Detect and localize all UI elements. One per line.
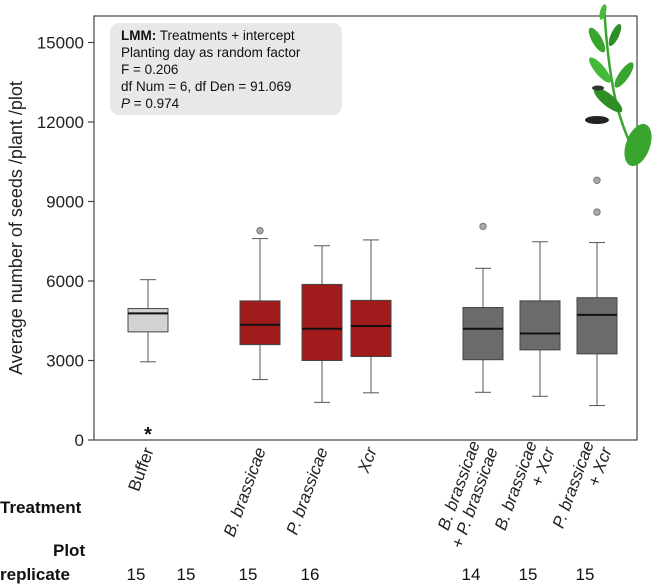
plant-illustration <box>585 4 652 167</box>
replicate-count: 15 <box>239 565 258 584</box>
x-category-label-line: P. brassicae <box>283 445 332 537</box>
x-category-label: B. brassicae <box>220 445 270 539</box>
box-7 <box>519 241 561 397</box>
y-axis-label: Average number of seeds /plant /plot <box>6 81 26 375</box>
x-category-label-line: Buffer <box>124 445 157 494</box>
iqr-box <box>462 307 504 361</box>
iqr-box <box>350 299 392 358</box>
stats-title-bold: LMM: <box>121 28 156 43</box>
y-tick-label: 12000 <box>37 113 84 132</box>
stats-title: LMM: Treatments + intercept <box>121 28 295 43</box>
outlier-point <box>256 226 264 235</box>
boxes-layer: * <box>127 176 618 446</box>
stats-line-5: P = 0.974 <box>121 96 180 111</box>
x-category-label-line: Xcr <box>354 444 381 477</box>
replicate-count: 16 <box>301 565 320 584</box>
replicate-count: 15 <box>519 565 538 584</box>
replicate-count: 15 <box>576 565 595 584</box>
box-2 <box>239 226 281 381</box>
stats-box-bg <box>110 23 342 115</box>
stats-line-4: df Num = 6, df Den = 91.069 <box>121 79 291 94</box>
x-category-label: Buffer <box>124 445 157 494</box>
y-tick-label: 9000 <box>46 193 84 212</box>
stats-annotation: LMM: Treatments + intercept Planting day… <box>110 23 342 115</box>
x-category-label: P. brassicae <box>283 445 332 537</box>
box-0: * <box>127 279 169 446</box>
replicate-count: 15 <box>127 565 146 584</box>
replicate-count: 14 <box>462 565 481 584</box>
y-tick-label: 6000 <box>46 272 84 291</box>
box-3 <box>301 245 343 403</box>
plot-row-label: Plot <box>53 541 85 560</box>
y-tick-label: 3000 <box>46 352 84 371</box>
iqr-box <box>301 283 343 362</box>
y-tick-label: 0 <box>75 431 84 450</box>
replicate-count: 15 <box>177 565 196 584</box>
x-category-labels: Buffer B. brassicae P. brassicae Xcr B. bras… <box>124 437 616 551</box>
box-4 <box>350 239 392 394</box>
iqr-box <box>239 300 281 346</box>
significance-marker: * <box>144 424 152 446</box>
replicate-row-label: replicate <box>0 565 70 584</box>
stats-title-rest: Treatments + intercept <box>156 28 295 43</box>
y-tick-label: 15000 <box>37 34 84 53</box>
outlier-point <box>593 176 601 185</box>
box-6 <box>462 222 504 393</box>
stats-p-value: = 0.974 <box>130 96 180 111</box>
x-category-label: P. brassicae+ Xcr <box>549 437 616 537</box>
stats-line-2: Planting day as random factor <box>121 45 301 60</box>
x-category-label-line: B. brassicae <box>220 445 270 539</box>
stats-line-3: F = 0.206 <box>121 62 178 77</box>
outlier-point <box>593 208 601 216</box>
box-8 <box>576 176 618 407</box>
y-axis: 0 3000 6000 9000 12000 15000 <box>37 34 94 450</box>
x-category-label: Xcr <box>354 444 381 477</box>
iqr-box <box>127 308 169 333</box>
iqr-box <box>519 300 561 351</box>
treatment-row-label: Treatment <box>0 498 82 517</box>
plot-frame <box>93 15 638 441</box>
iqr-box <box>576 297 618 355</box>
x-category-label: B. brassicae+ P. brassicae <box>430 438 502 551</box>
replicate-counts: 15 15 15 16 14 15 15 <box>127 565 595 584</box>
stats-p-label: P <box>121 96 130 111</box>
outlier-point <box>479 222 487 231</box>
